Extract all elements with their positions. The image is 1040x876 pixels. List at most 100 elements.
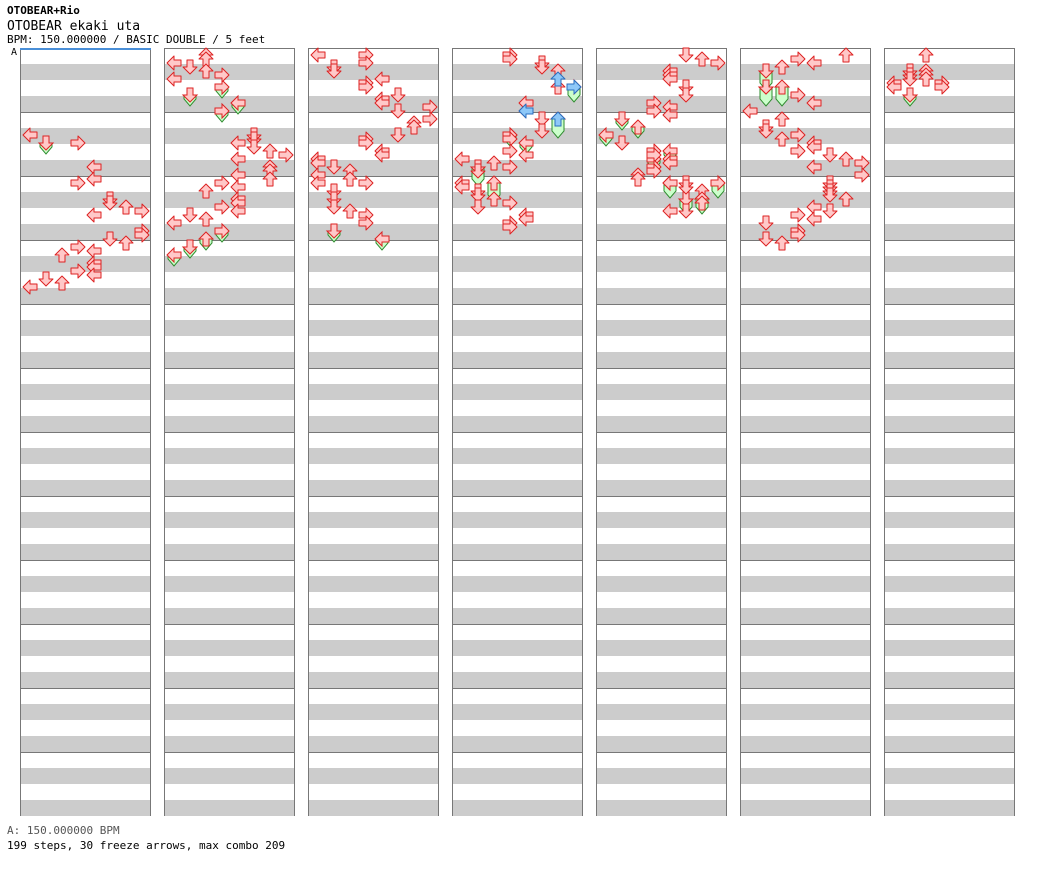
beat-band	[165, 704, 294, 720]
beat-band	[597, 608, 726, 624]
step-arrow-up-1	[198, 211, 214, 227]
step-arrow-right-1	[358, 175, 374, 191]
step-arrow-down-2	[390, 87, 406, 103]
beat-band	[453, 640, 582, 656]
step-arrow-left-2	[374, 147, 390, 163]
beat-band	[453, 448, 582, 464]
step-arrow-down-2	[102, 195, 118, 211]
beat-band	[21, 480, 150, 496]
beat-band	[165, 192, 294, 208]
beat-band	[165, 416, 294, 432]
beat-band	[309, 640, 438, 656]
beat-band	[165, 544, 294, 560]
beat-band	[309, 736, 438, 752]
beat-band	[165, 96, 294, 112]
step-arrow-right-2	[134, 227, 150, 243]
beat-band	[309, 672, 438, 688]
step-arrow-left-1	[22, 127, 38, 143]
step-arrow-right-1	[358, 79, 374, 95]
bpm-legend: A: 150.000000 BPM	[7, 824, 120, 837]
beat-band	[309, 384, 438, 400]
measure-line	[165, 240, 294, 241]
step-arrow-left-1	[886, 79, 902, 95]
step-arrow-right-1	[70, 135, 86, 151]
step-arrow-down-2	[534, 123, 550, 139]
beat-band	[597, 800, 726, 816]
step-arrow-left-2	[806, 211, 822, 227]
measure-line	[453, 496, 582, 497]
step-arrow-up-1	[342, 203, 358, 219]
beat-band	[309, 480, 438, 496]
measure-line	[165, 368, 294, 369]
step-arrow-down-2	[534, 111, 550, 127]
beat-band	[885, 512, 1014, 528]
step-arrow-down-2	[102, 231, 118, 247]
freeze-arrow-left-1	[166, 246, 182, 267]
beat-band	[165, 160, 294, 176]
freeze-arrow-down-1	[181, 87, 199, 107]
beat-band	[309, 576, 438, 592]
step-arrow-left-1	[166, 71, 182, 87]
beat-band	[165, 288, 294, 304]
beat-band	[309, 704, 438, 720]
measure-line	[453, 368, 582, 369]
shock-arrow-right-2	[566, 79, 582, 95]
beat-band	[885, 448, 1014, 464]
measure-line	[21, 432, 150, 433]
beat-band	[741, 448, 870, 464]
chart-info: BPM: 150.000000 / BASIC DOUBLE / 5 feet	[7, 33, 266, 46]
beat-band	[453, 416, 582, 432]
beat-band	[165, 576, 294, 592]
beat-band	[453, 128, 582, 144]
beat-band	[21, 800, 150, 816]
measure-line	[453, 240, 582, 241]
measure-line	[885, 240, 1014, 241]
step-arrow-right-1	[502, 159, 518, 175]
beat-band	[885, 544, 1014, 560]
step-arrow-down-2	[822, 147, 838, 163]
measure-line	[885, 624, 1014, 625]
beat-band	[453, 288, 582, 304]
chart-column-6	[740, 47, 871, 816]
shock-arrow-left-2	[518, 103, 534, 119]
step-arrow-down-1	[614, 135, 630, 151]
step-arrow-left-2	[230, 203, 246, 219]
bpm-marker: A	[11, 47, 18, 58]
step-arrow-right-1	[790, 87, 806, 103]
measure-line	[885, 752, 1014, 753]
step-arrow-down-1	[758, 231, 774, 247]
step-arrow-up-1	[774, 111, 790, 127]
beat-band	[597, 704, 726, 720]
beat-band	[885, 192, 1014, 208]
beat-band	[165, 512, 294, 528]
beat-band	[21, 512, 150, 528]
step-arrow-left-2	[806, 139, 822, 155]
measure-line	[165, 112, 294, 113]
step-arrow-down-2	[822, 187, 838, 203]
beat-band	[21, 704, 150, 720]
notes-layer	[598, 47, 726, 219]
beat-band	[21, 256, 150, 272]
freeze-arrow-up-1	[197, 231, 215, 251]
beat-band	[453, 256, 582, 272]
beat-band	[309, 128, 438, 144]
beat-band	[741, 256, 870, 272]
beat-band	[597, 416, 726, 432]
step-arrow-left-1	[310, 47, 326, 63]
beat-band	[597, 256, 726, 272]
step-arrow-down-1	[758, 123, 774, 139]
beat-band	[309, 800, 438, 816]
freeze-arrow-up-1	[773, 79, 791, 107]
measure-line	[741, 624, 870, 625]
step-arrow-right-2	[710, 55, 726, 71]
measure-line	[885, 368, 1014, 369]
beat-band	[453, 320, 582, 336]
beat-band	[597, 672, 726, 688]
notes-layer	[886, 47, 950, 107]
freeze-arrow-right-1	[214, 102, 230, 123]
beat-band	[597, 544, 726, 560]
step-arrow-right-1	[214, 175, 230, 191]
step-arrow-down-2	[822, 203, 838, 219]
step-arrow-up-2	[118, 199, 134, 215]
step-arrow-left-2	[374, 95, 390, 111]
